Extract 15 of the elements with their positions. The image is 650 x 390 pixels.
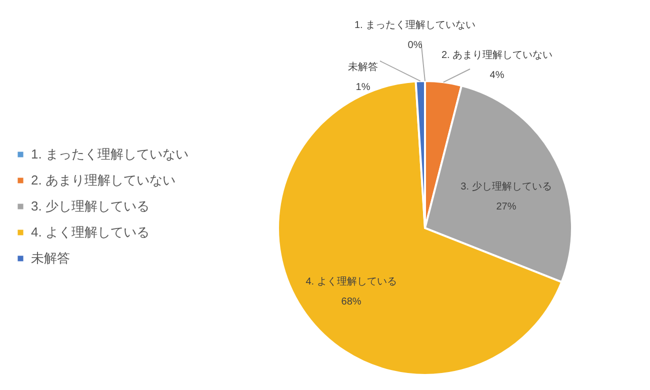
legend-label: 1. まったく理解していない	[31, 146, 188, 162]
data-label: 4%	[490, 70, 504, 81]
legend-label: 3. 少し理解している	[31, 198, 150, 214]
legend-label: 4. よく理解している	[31, 224, 150, 240]
data-label: 1%	[356, 82, 370, 93]
data-label: 27%	[496, 202, 516, 213]
data-label: 68%	[341, 296, 362, 308]
legend-label: 2. あまり理解していない	[31, 172, 176, 188]
text: 0%	[408, 40, 422, 51]
legend-label: 未解答	[31, 250, 70, 266]
slice-label: 未解答	[348, 61, 378, 73]
slice-label: 2. あまり理解していない	[441, 50, 553, 61]
category-label: 1. まったく理解していない	[354, 20, 476, 31]
slice-label: 3. 少し理解している	[460, 180, 552, 193]
slice-label: 4. よく理解している	[306, 276, 397, 288]
